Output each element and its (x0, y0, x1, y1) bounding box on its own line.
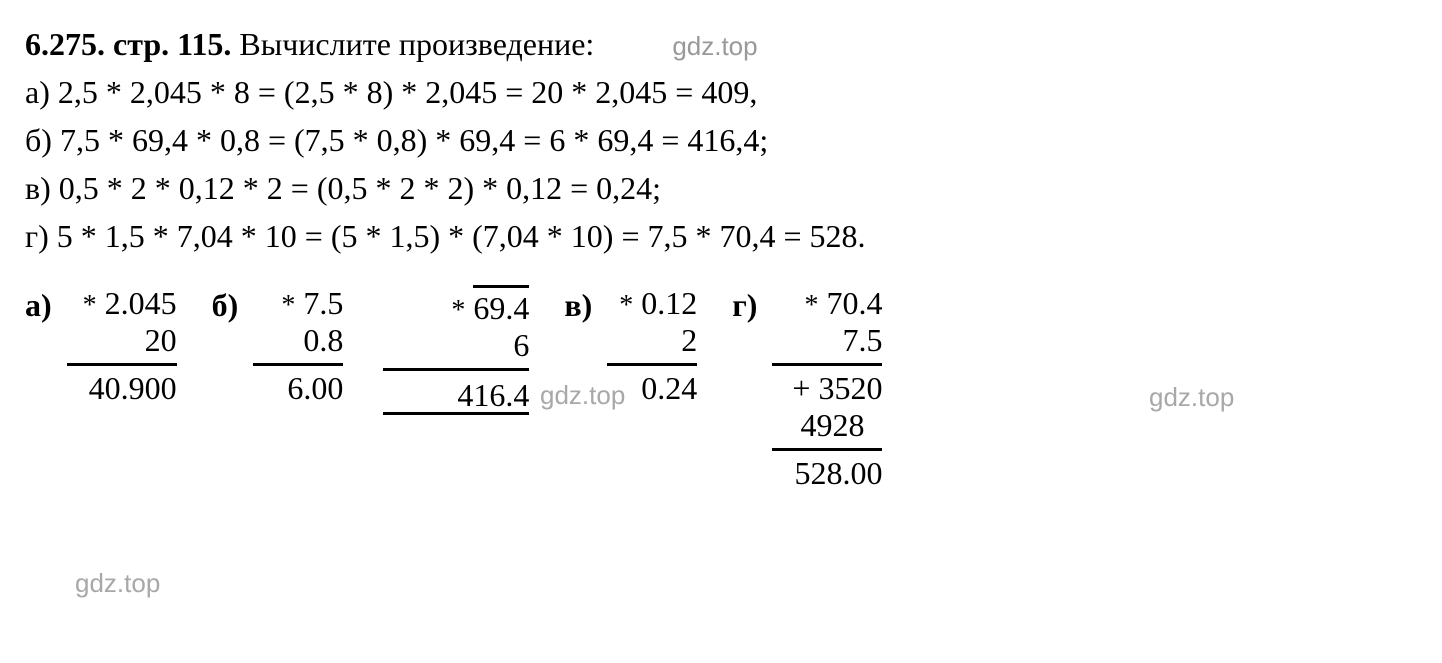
calc-divider-b2-bottom (383, 412, 529, 415)
calc-column-a: * 2.045 20 40.900 (67, 285, 177, 407)
page-reference: стр. 115. (113, 26, 231, 62)
calc-block-a: а) * 2.045 20 40.900 (25, 285, 177, 407)
calc-b1-result: 6.00 (287, 370, 343, 407)
calc-d-operand2: 7.5 (842, 322, 882, 359)
watermark-middle-left: gdz.top (540, 380, 625, 411)
solution-b: б) 7,5 * 69,4 * 0,8 = (7,5 * 0,8) * 69,4… (25, 116, 1417, 164)
calc-d-partial1-row: + 3520 (792, 370, 882, 407)
multiply-icon: * (619, 290, 633, 322)
calc-b2-operand2: 6 (513, 327, 529, 364)
plus-icon: + (792, 370, 810, 407)
calc-column-b1: * 7.5 0.8 6.00 (253, 285, 343, 407)
calc-top-a: * 2.045 (83, 285, 177, 322)
calc-a-operand1: 2.045 (105, 285, 177, 322)
watermark-top: gdz.top (672, 31, 757, 61)
solution-d: г) 5 * 1,5 * 7,04 * 10 = (5 * 1,5) * (7,… (25, 212, 1417, 260)
calc-a-operand2: 20 (145, 322, 177, 359)
calc-divider-d2 (772, 448, 882, 451)
calc-divider-a (67, 363, 177, 366)
calc-c-operand1: 0.12 (641, 285, 697, 322)
calc-label-b: б) (212, 285, 239, 324)
calc-block-d: г) * 70.4 7.5 + 3520 4928 528.00 (732, 285, 882, 492)
calc-b2-result: 416.4 (457, 375, 529, 414)
content-wrapper: 6.275. стр. 115. Вычислите произведение:… (25, 20, 1417, 492)
instruction-text: Вычислите произведение: (239, 26, 594, 62)
calc-b2-operand1: 69.4 (473, 285, 529, 327)
solution-c: в) 0,5 * 2 * 0,12 * 2 = (0,5 * 2 * 2) * … (25, 164, 1417, 212)
calc-divider-c (607, 363, 697, 366)
calc-label-c: в) (564, 285, 592, 324)
calc-d-partial1: 3520 (818, 370, 882, 407)
calc-divider-d1 (772, 363, 882, 366)
calc-top-d: * 70.4 (804, 285, 882, 322)
calc-c-operand2: 2 (681, 322, 697, 359)
solution-a: а) 2,5 * 2,045 * 8 = (2,5 * 8) * 2,045 =… (25, 68, 1417, 116)
calc-top-b1: * 7.5 (281, 285, 343, 322)
calc-b1-operand2: 0.8 (303, 322, 343, 359)
calc-label-d: г) (732, 285, 757, 324)
multiply-icon: * (281, 290, 295, 322)
problem-header: 6.275. стр. 115. Вычислите произведение:… (25, 20, 1417, 68)
problem-number: 6.275. (25, 26, 105, 62)
calc-d-operand1: 70.4 (826, 285, 882, 322)
calc-b1-operand1: 7.5 (303, 285, 343, 322)
calc-label-a: а) (25, 285, 52, 324)
calc-divider-b1 (253, 363, 343, 366)
calc-c-result: 0.24 (641, 370, 697, 407)
watermark-middle-right: gdz.top (1149, 382, 1234, 413)
calc-d-partial2: 4928 (800, 407, 882, 444)
calc-b2-line2: 6 (383, 327, 529, 364)
calc-a-result: 40.900 (89, 370, 177, 407)
calc-top-b2: * 69.4 (451, 285, 529, 327)
calc-column-b2: * 69.4 6 416.4 (383, 285, 529, 419)
calc-d-result: 528.00 (794, 455, 882, 492)
calc-column-d: * 70.4 7.5 + 3520 4928 528.00 (772, 285, 882, 492)
calc-divider-b2 (383, 368, 529, 371)
calc-block-b: б) * 7.5 0.8 6.00 * 69.4 6 416.4 (212, 285, 530, 419)
multiply-icon: * (451, 295, 465, 327)
multiply-icon: * (83, 290, 97, 322)
calc-top-c: * 0.12 (619, 285, 697, 322)
multiply-icon: * (804, 290, 818, 322)
watermark-bottom-left: gdz.top (75, 568, 160, 599)
